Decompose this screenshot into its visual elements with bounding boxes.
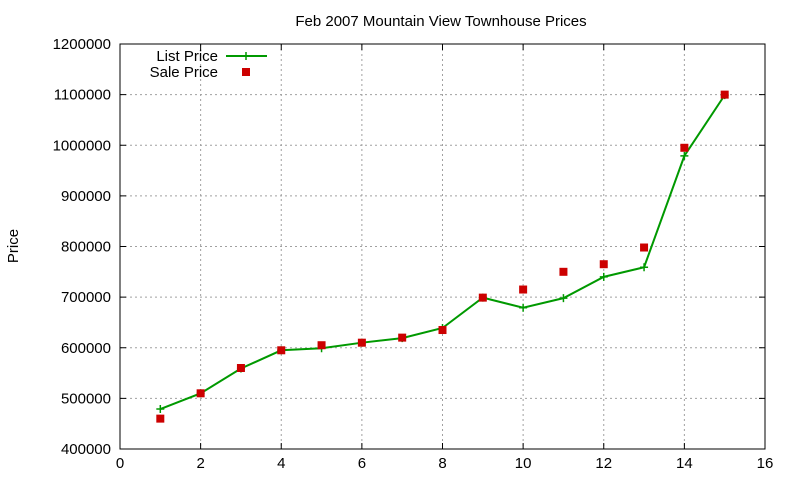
sale-price-point [720, 90, 729, 99]
sale-price-point [438, 326, 447, 335]
sale-price-point [357, 338, 366, 347]
y-tick-label: 1000000 [53, 137, 111, 154]
y-axis: 400000 500000 600000 700000 800000 900000 1000… [53, 36, 765, 458]
x-tick-label: 0 [116, 455, 124, 472]
x-tick-label: 16 [757, 455, 774, 472]
list-price-point [519, 303, 528, 312]
y-tick-label: 900000 [61, 188, 111, 205]
list-price-point [156, 405, 165, 414]
sale-price-point [519, 285, 528, 294]
sale-price-point [196, 389, 205, 398]
list-price-point [559, 294, 568, 303]
y-tick-label: 500000 [61, 390, 111, 407]
y-tick-label: 600000 [61, 340, 111, 357]
y-tick-label: 400000 [61, 441, 111, 458]
sale-price-point [156, 414, 165, 423]
y-tick-label: 1100000 [54, 87, 111, 104]
chart-title: Feb 2007 Mountain View Townhouse Prices [295, 13, 586, 30]
sale-price-point [559, 267, 568, 276]
legend-marker [242, 68, 250, 76]
y-tick-label: 1200000 [53, 36, 111, 53]
sale-price-point [277, 346, 286, 355]
x-tick-label: 8 [438, 455, 446, 472]
sale-price-point [478, 293, 487, 302]
list-price-line [159, 94, 726, 410]
x-tick-label: 12 [595, 455, 612, 472]
x-tick-label: 2 [196, 455, 204, 472]
legend-label: Sale Price [150, 64, 218, 81]
legend-label: List Price [156, 48, 218, 65]
sale-price-point [236, 364, 245, 372]
list-price-point [680, 151, 689, 160]
x-tick-label: 4 [277, 455, 285, 472]
sale-price-point [599, 260, 608, 269]
x-tick-label: 14 [676, 455, 693, 472]
sale-price-point [317, 341, 326, 350]
y-tick-label: 800000 [61, 239, 111, 256]
y-axis-label: Price [5, 229, 22, 263]
x-axis: 0 2 4 6 8 10 12 14 16 [116, 44, 774, 472]
x-tick-label: 6 [358, 455, 366, 472]
list-price-point [640, 263, 649, 272]
list-price-point [599, 272, 608, 281]
series-1 [156, 90, 729, 423]
sale-price-point [640, 243, 649, 252]
series [156, 90, 729, 423]
y-tick-label: 700000 [61, 289, 111, 306]
sale-price-point [398, 333, 407, 342]
grid [120, 44, 765, 449]
x-tick-label: 10 [515, 455, 532, 472]
sale-price-point [680, 143, 689, 152]
